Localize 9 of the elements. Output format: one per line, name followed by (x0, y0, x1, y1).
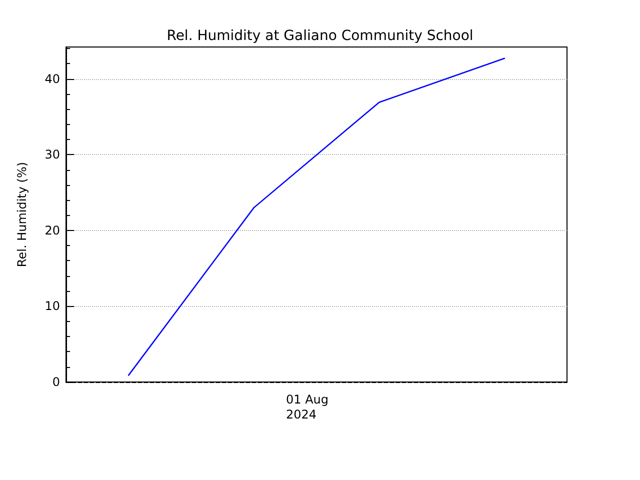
y-tick-label: 20 (44, 223, 60, 238)
text: 01 Aug 2024 (286, 392, 329, 422)
y-tick-label: 0 (52, 375, 60, 389)
y-tick-label: 10 (44, 299, 60, 314)
chart-title: Rel. Humidity at Galiano Community School (166, 28, 474, 44)
y-tick-label: 30 (44, 148, 60, 162)
line-series (128, 58, 506, 376)
y-axis-title: Rel. Humidity (%) (15, 162, 29, 268)
y-tick-label: 40 (44, 72, 60, 86)
